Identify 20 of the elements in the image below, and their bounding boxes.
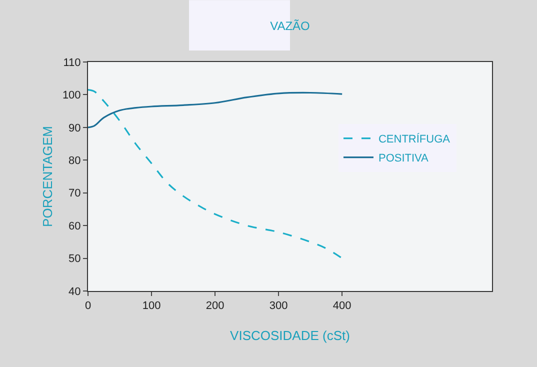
y-tick-label: 40 [68, 286, 81, 298]
x-tick-label: 0 [84, 300, 92, 312]
line-series [88, 92, 343, 128]
y-tick-label: 110 [63, 56, 81, 69]
legend-label: CENTRÍFUGA [378, 132, 451, 146]
y-tick-label: 70 [68, 188, 81, 200]
x-tick-label: 200 [206, 300, 224, 312]
line-series [88, 89, 343, 260]
y-tick-label: 90 [68, 122, 81, 134]
y-tick-label: 100 [62, 90, 81, 102]
x-tick-label: 300 [269, 300, 288, 312]
x-axis-title: VISCOSIDADE (cSt) [230, 328, 350, 343]
x-tick-label: 400 [332, 300, 352, 312]
legend-label: POSITIVA [378, 152, 430, 165]
y-axis-title: PORCENTAGEM [40, 126, 55, 227]
x-tick-label: 100 [142, 300, 161, 312]
chart-title: VAZÃO [270, 18, 310, 33]
y-tick-label: 50 [68, 253, 81, 266]
y-tick-label: 60 [68, 220, 81, 232]
y-tick-label: 80 [68, 154, 81, 167]
